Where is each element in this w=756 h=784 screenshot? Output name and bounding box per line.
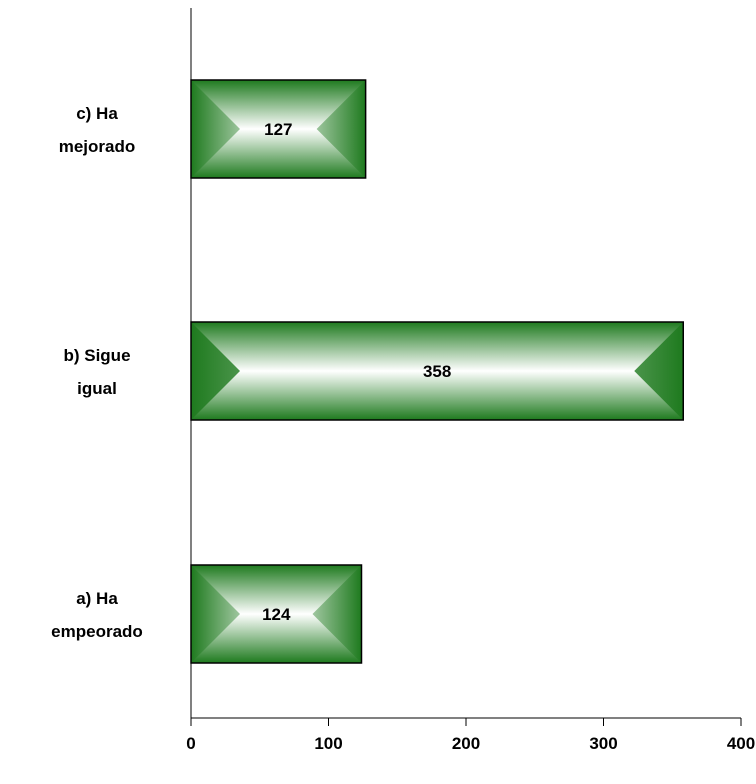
data-label: 124 bbox=[262, 605, 291, 624]
category-label: mejorado bbox=[59, 137, 136, 156]
bars-group bbox=[190, 79, 684, 664]
labels-group: 127 c) Ha mejorado 358 b) Sigue igual 124 a) Ha… bbox=[51, 104, 451, 641]
x-tick-label: 100 bbox=[314, 734, 342, 753]
bar-1 bbox=[190, 321, 684, 421]
category-label: c) Ha bbox=[76, 104, 118, 123]
x-tick-label: 300 bbox=[589, 734, 617, 753]
category-label: empeorado bbox=[51, 622, 143, 641]
bar-0 bbox=[190, 79, 367, 179]
x-tick-label: 200 bbox=[452, 734, 480, 753]
bar-2 bbox=[190, 564, 363, 664]
category-label: b) Sigue bbox=[63, 346, 130, 365]
data-label: 358 bbox=[423, 362, 451, 381]
x-tick-label: 0 bbox=[186, 734, 195, 753]
x-tick-label: 400 bbox=[727, 734, 755, 753]
category-label: a) Ha bbox=[76, 589, 118, 608]
category-label: igual bbox=[77, 379, 117, 398]
bar-fill-v bbox=[191, 322, 684, 420]
data-label: 127 bbox=[264, 120, 292, 139]
axes-group: 0 100 200 300 400 bbox=[186, 8, 755, 753]
